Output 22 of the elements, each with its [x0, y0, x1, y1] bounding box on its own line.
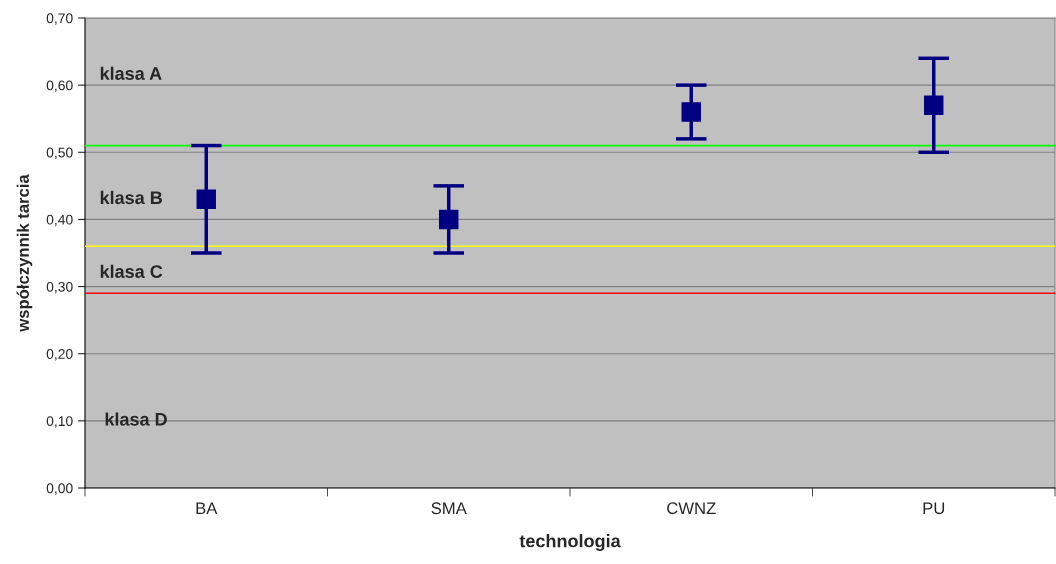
y-tick-label: 0,00: [46, 483, 73, 495]
y-axis-title: współczynnik tarcia: [16, 174, 33, 332]
y-tick-label: 0,30: [46, 281, 73, 294]
point: [439, 209, 459, 230]
x-tick-label: CWNZ: [667, 502, 716, 515]
point: [196, 189, 216, 210]
y-tick-label: 0,60: [46, 80, 73, 92]
x-axis-title: technologia: [519, 534, 621, 551]
annotation: klasa B: [100, 190, 162, 205]
y-tick-label: 0,10: [46, 416, 73, 428]
point: [681, 102, 701, 122]
annotation: klasa C: [100, 264, 163, 278]
x-tick-label: SMA: [431, 502, 467, 515]
point: [924, 95, 944, 116]
annotation: klasa A: [100, 66, 162, 80]
y-tick-label: 0,70: [46, 13, 73, 25]
y-tick-label: 0,50: [46, 147, 73, 160]
y-tick-label: 0,40: [46, 214, 73, 227]
y-tick-label: 0,20: [46, 349, 73, 361]
x-tick-label: PU: [923, 502, 945, 515]
x-tick-label: BA: [196, 502, 218, 514]
annotation: klasa D: [105, 412, 167, 426]
